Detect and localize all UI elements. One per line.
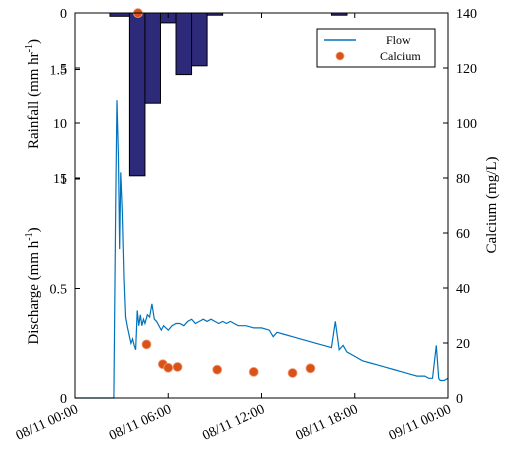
x-tick-label: 08/11 18:00: [294, 402, 361, 444]
rainfall-bar: [129, 13, 145, 176]
discharge-tick-label: 0.5: [50, 283, 68, 298]
rainfall-bars: [110, 13, 347, 176]
discharge-axis-label: Discharge (mm h-1): [24, 227, 42, 344]
calcium-point: [173, 362, 182, 371]
rainfall-bar: [145, 13, 161, 103]
calcium-point: [142, 340, 151, 349]
calcium-tick-label: 120: [456, 62, 477, 77]
calcium-tick-label: 100: [456, 117, 477, 132]
rainfall-bar: [176, 13, 192, 75]
calcium-tick-label: 0: [456, 392, 463, 407]
calcium-tick-label: 80: [456, 172, 470, 187]
discharge-tick-label: 0: [60, 392, 67, 407]
calcium-point: [306, 364, 315, 373]
discharge-tick-label: 1: [60, 173, 67, 188]
calcium-point: [288, 368, 297, 377]
calcium-tick-label: 20: [456, 337, 470, 352]
calcium-axis-label: Calcium (mg/L): [484, 156, 500, 253]
legend-flow-label: Flow: [386, 33, 411, 47]
calcium-tick-label: 40: [456, 282, 470, 297]
calcium-point: [164, 363, 173, 372]
calcium-tick-label: 140: [456, 7, 477, 22]
legend: Flow Calcium: [317, 29, 435, 67]
rainfall-tick-label: 10: [53, 117, 67, 132]
x-tick-label: 08/11 06:00: [107, 402, 174, 444]
calcium-tick-label: 60: [456, 227, 470, 242]
rainfall-axis-label: Rainfall (mm hr-1): [24, 39, 42, 149]
x-tick-label: 08/11 00:00: [14, 402, 81, 444]
x-tick-label: 09/11 00:00: [387, 402, 454, 444]
discharge-tick-label: 1.5: [50, 64, 68, 79]
x-tick-label: 08/11 12:00: [200, 402, 267, 444]
legend-calcium-label: Calcium: [380, 49, 421, 63]
rainfall-bar: [192, 13, 208, 66]
calcium-point: [213, 365, 222, 374]
calcium-point: [249, 367, 258, 376]
rainfall-tick-label: 0: [60, 7, 67, 22]
legend-calcium-marker: [336, 52, 344, 60]
